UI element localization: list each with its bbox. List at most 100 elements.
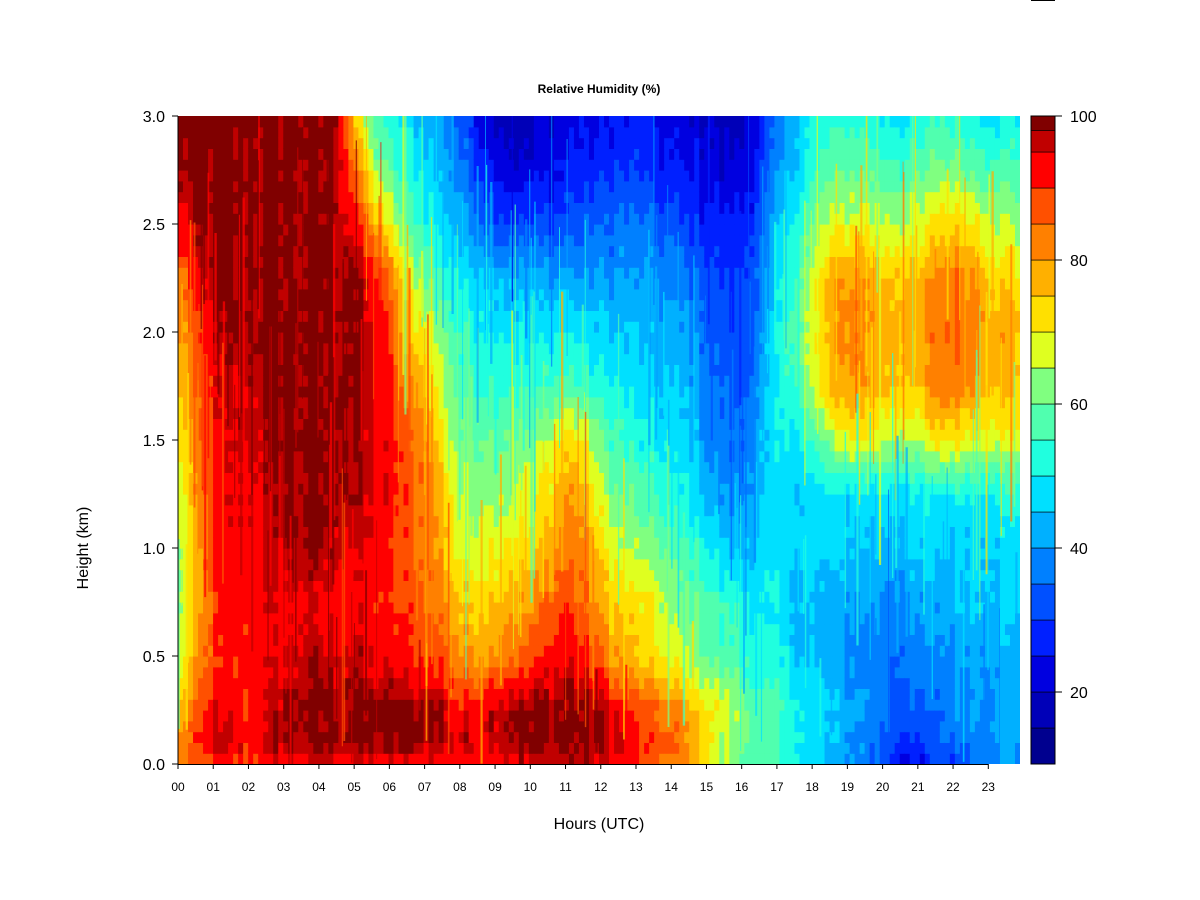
heatmap-cell: [478, 278, 485, 290]
heatmap-cell: [353, 677, 360, 689]
heatmap-cell: [228, 494, 234, 506]
heatmap-cell: [303, 677, 309, 689]
heatmap-cell: [418, 450, 425, 463]
heatmap-cell: [298, 753, 304, 764]
heatmap-cell: [493, 332, 500, 344]
heatmap-cell: [573, 699, 580, 711]
heatmap-cell: [443, 645, 450, 657]
heatmap-cell: [453, 494, 460, 506]
heatmap-cell: [413, 353, 420, 365]
heatmap-cell: [398, 386, 405, 398]
heatmap-cell: [183, 364, 189, 376]
heatmap-cell: [573, 278, 580, 290]
heatmap-cell: [238, 126, 244, 139]
heatmap-cell: [483, 137, 490, 149]
heatmap-cell: [453, 666, 460, 679]
heatmap-cell: [518, 537, 525, 549]
heatmap-cell: [378, 710, 385, 722]
heatmap-cell: [383, 299, 390, 311]
heatmap-cell: [318, 321, 324, 333]
heatmap-cell: [563, 634, 570, 646]
heatmap-cell: [468, 116, 475, 128]
heatmap-cell: [308, 245, 314, 257]
heatmap-cell: [333, 526, 339, 538]
heatmap-cell: [388, 569, 395, 581]
heatmap-cell: [573, 234, 580, 247]
heatmap-cell: [358, 310, 365, 322]
heatmap-cell: [288, 494, 294, 506]
heatmap-cell: [453, 656, 460, 668]
heatmap-cell: [543, 623, 550, 635]
heatmap-cell: [513, 720, 520, 733]
heatmap-cell: [513, 375, 520, 387]
heatmap-cell: [553, 558, 560, 571]
heatmap-cell: [448, 461, 455, 473]
heatmap-cell: [588, 256, 595, 268]
heatmap-cell: [338, 148, 344, 160]
heatmap-cell: [538, 310, 545, 322]
heatmap-cell: [198, 526, 204, 538]
heatmap-cell: [273, 720, 279, 733]
heatmap-cell: [583, 418, 590, 430]
heatmap-cell: [588, 396, 595, 409]
heatmap-cell: [203, 170, 209, 182]
heatmap-cell: [443, 461, 450, 473]
heatmap-cell: [538, 278, 545, 290]
heatmap-cell: [338, 429, 344, 441]
heatmap-cell: [193, 720, 199, 733]
heatmap-cell: [348, 170, 355, 182]
heatmap-cell: [518, 591, 525, 603]
heatmap-cell: [333, 440, 339, 452]
heatmap-cell: [178, 602, 184, 614]
heatmap-cell: [333, 396, 339, 409]
heatmap-cell: [293, 180, 299, 193]
heatmap-cell: [243, 688, 249, 700]
heatmap-cell: [538, 699, 545, 711]
heatmap-cell: [508, 666, 515, 679]
heatmap-cell: [568, 515, 575, 527]
heatmap-cell: [228, 537, 234, 549]
heatmap-cell: [448, 288, 455, 301]
heatmap-cell: [243, 623, 249, 635]
heatmap-cell: [313, 191, 319, 203]
heatmap-cell: [368, 753, 375, 764]
heatmap-cell: [503, 666, 510, 679]
heatmap-cell: [578, 288, 585, 301]
heatmap-cell: [343, 504, 349, 517]
heatmap-cell: [493, 202, 500, 214]
heatmap-cell: [233, 742, 239, 754]
heatmap-cell: [313, 278, 319, 290]
heatmap-cell: [178, 386, 184, 398]
heatmap-cell: [358, 580, 365, 592]
heatmap-cell: [573, 645, 580, 657]
heatmap-cell: [213, 364, 219, 376]
heatmap-cell: [388, 612, 395, 625]
heatmap-cell: [438, 180, 445, 193]
heatmap-cell: [353, 483, 360, 495]
heatmap-cell: [393, 126, 400, 139]
heatmap-cell: [443, 267, 450, 279]
heatmap-cell: [258, 742, 264, 754]
heatmap-cell: [568, 299, 575, 311]
heatmap-cell: [193, 537, 199, 549]
heatmap-cell: [293, 137, 299, 149]
heatmap-cell: [313, 375, 319, 387]
heatmap-cell: [443, 742, 450, 754]
heatmap-cell: [443, 656, 450, 668]
heatmap-cell: [323, 494, 329, 506]
heatmap-cell: [288, 418, 294, 430]
heatmap-cell: [368, 321, 375, 333]
heatmap-cell: [573, 688, 580, 700]
heatmap-cell: [363, 440, 370, 452]
heatmap-cell: [223, 483, 229, 495]
heatmap-cell: [593, 602, 600, 614]
heatmap-cell: [203, 666, 209, 679]
heatmap-cell: [253, 742, 259, 754]
heatmap-cell: [303, 386, 309, 398]
heatmap-cell: [358, 148, 365, 160]
heatmap-cell: [453, 299, 460, 311]
heatmap-cell: [333, 418, 339, 430]
heatmap-cell: [383, 375, 390, 387]
heatmap-cell: [518, 612, 525, 625]
heatmap-cell: [338, 159, 344, 171]
